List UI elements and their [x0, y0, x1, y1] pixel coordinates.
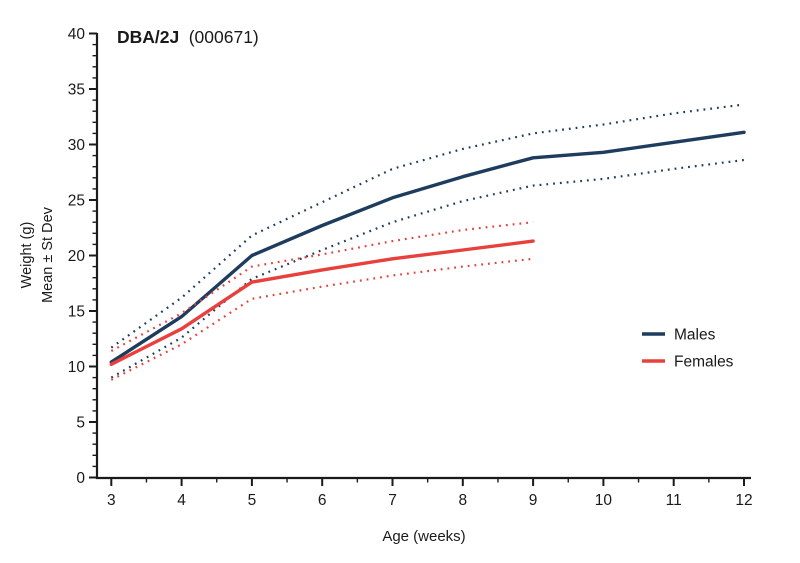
y-tick-label: 5	[76, 415, 85, 432]
chart-title: DBA/2J (000671)	[117, 27, 259, 47]
y-tick-label: 25	[68, 193, 85, 210]
x-tick-label: 3	[107, 492, 116, 509]
x-tick-label: 4	[177, 492, 186, 509]
y-axis-label-line2: Mean ± St Dev	[40, 206, 56, 303]
y-tick-label: 30	[68, 137, 86, 154]
y-tick-label: 20	[68, 248, 86, 265]
strain-name: DBA/2J	[117, 27, 179, 47]
x-tick-label: 12	[735, 492, 752, 509]
x-tick-label: 7	[388, 492, 397, 509]
legend-label-males: Males	[674, 327, 716, 344]
series-females-mean	[109, 239, 535, 366]
series-males-minus-sd	[110, 158, 745, 379]
y-axis-label-line1: Weight (g)	[19, 222, 35, 289]
x-tick-label: 5	[248, 492, 257, 509]
stock-number: (000671)	[189, 27, 259, 47]
legend: Males Females	[642, 327, 734, 371]
y-tick-label: 40	[68, 26, 86, 43]
x-tick-label: 8	[458, 492, 467, 509]
legend-label-females: Females	[674, 354, 734, 371]
x-tick-label: 11	[666, 492, 682, 509]
y-tick-label: 0	[76, 470, 85, 487]
x-tick-label: 9	[529, 492, 538, 509]
x-tick-label: 6	[318, 492, 327, 509]
y-tick-label: 10	[68, 359, 86, 376]
y-tick-label: 35	[68, 82, 85, 99]
series-males-mean	[109, 130, 746, 364]
x-tick-label: 10	[595, 492, 613, 509]
x-axis-label: Age (weeks)	[382, 528, 465, 545]
plot-area: 0 5 10 15 20 25 30 35 40 3 4 5 6 7 8 9 10 11 12	[68, 26, 753, 509]
y-tick-label: 15	[68, 304, 85, 321]
